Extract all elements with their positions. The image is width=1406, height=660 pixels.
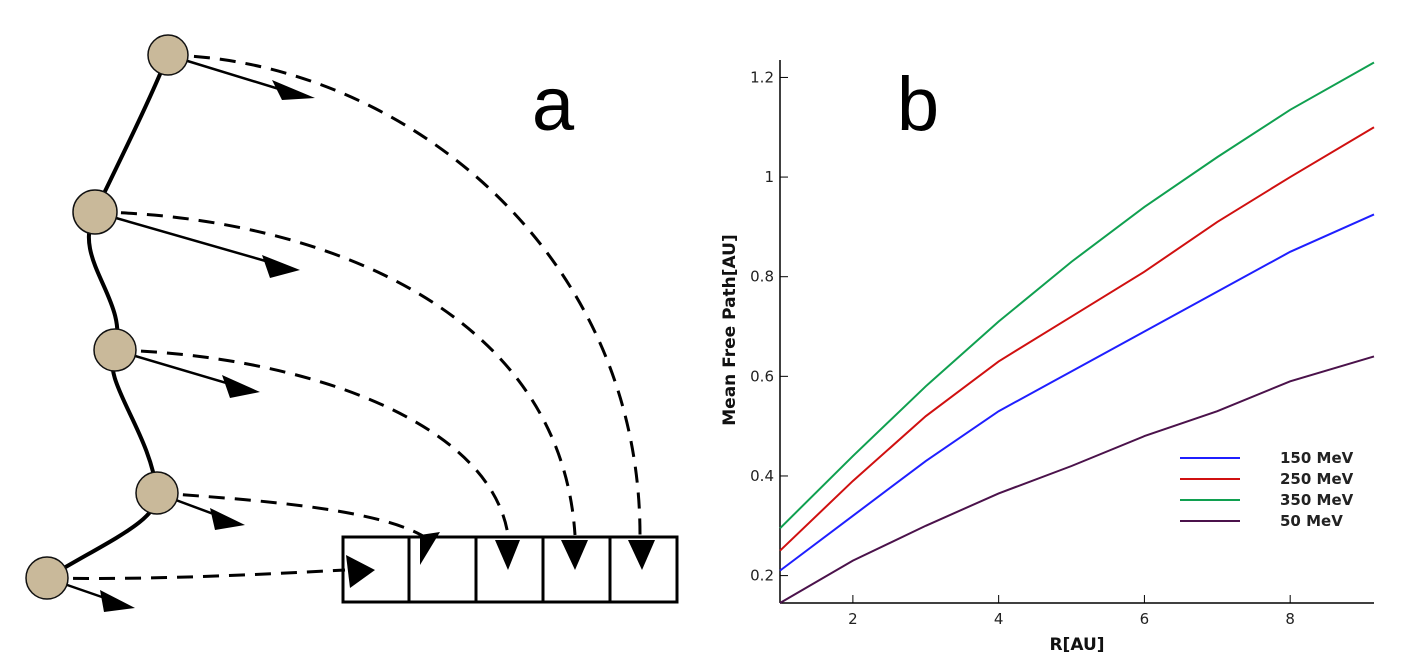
legend-label: 350 MeV [1280, 491, 1354, 509]
y-tick-label: 1.2 [750, 68, 774, 86]
x-tick-label: 6 [1140, 610, 1150, 628]
series-line [779, 355, 1375, 604]
legend-label: 250 MeV [1280, 470, 1354, 488]
series-line [779, 61, 1375, 529]
y-tick-label: 0.8 [750, 268, 774, 286]
panel-label: a [532, 62, 575, 147]
series-line [779, 213, 1375, 572]
x-tick-label: 4 [994, 610, 1004, 628]
x-axis-label: R[AU] [1049, 635, 1104, 655]
diagram-a [25, 34, 679, 612]
legend-label: 50 MeV [1280, 512, 1343, 530]
y-tick-label: 0.4 [750, 467, 774, 485]
y-tick-label: 0.6 [750, 367, 774, 385]
x-tick-label: 2 [848, 610, 858, 628]
y-axis-label: Mean Free Path[AU] [720, 234, 740, 426]
panel-label: b [897, 62, 939, 147]
y-tick-label: 1 [764, 168, 774, 186]
y-tick-label: 0.2 [750, 567, 774, 585]
series-line [779, 126, 1375, 552]
x-tick-label: 8 [1285, 610, 1295, 628]
legend-label: 150 MeV [1280, 449, 1354, 467]
